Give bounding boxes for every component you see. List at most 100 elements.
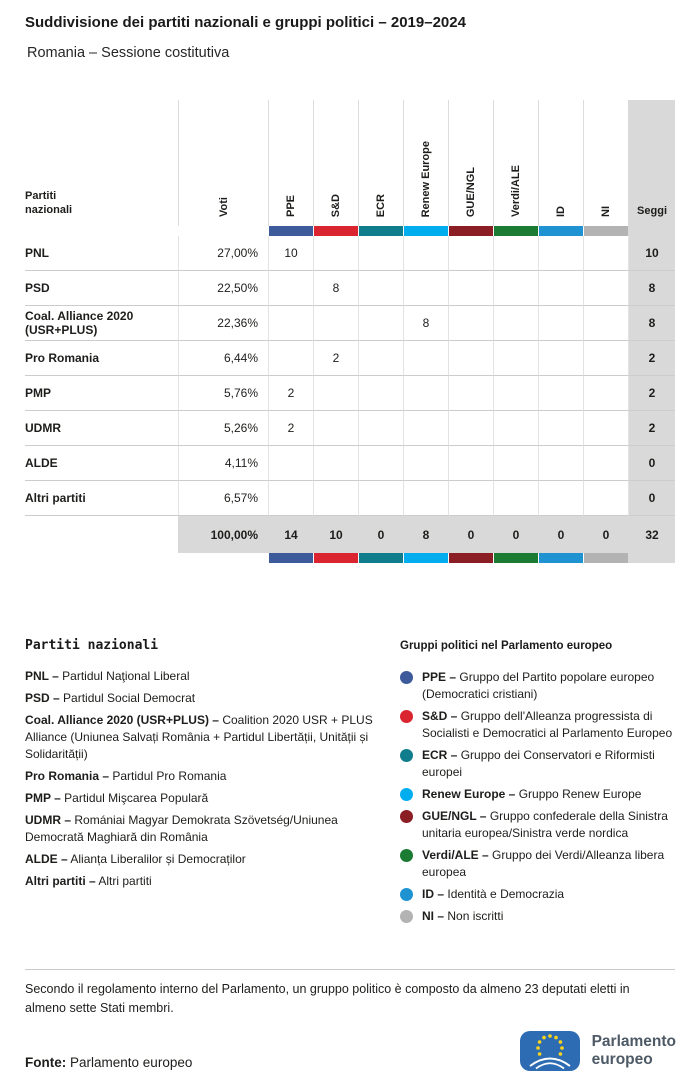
seat-count-cell [583,446,628,481]
party-name-cell: PMP [25,376,178,411]
seat-count-cell: 2 [268,411,313,446]
seat-count-cell [268,446,313,481]
total-seat-cell: 0 [358,516,403,553]
party-legend-abbr: PSD – [25,691,60,705]
bar-spacer-party [25,226,178,236]
group-legend-abbr: ECR – [422,748,458,762]
group-legend-desc: Gruppo Renew Europe [518,787,642,801]
seat-count-cell [538,341,583,376]
partiti-header-line1: Partiti [25,190,57,202]
column-header-group: NI [583,100,628,226]
group-header-label: PPE [285,194,297,217]
seat-count-cell [268,481,313,516]
group-color-bar [268,226,313,236]
group-legend-abbr: PPE – [422,670,457,684]
group-legend-text: NI – Non iscritti [422,909,503,923]
seat-count-cell [583,236,628,271]
ep-logo-text-line2: europeo [591,1051,653,1068]
column-header-group: Renew Europe [403,100,448,226]
seat-count-cell [403,271,448,306]
seat-count-cell [403,411,448,446]
source-label: Fonte: [25,1055,67,1070]
column-header-voti: Voti [178,100,268,226]
column-header-group: GUE/NGL [448,100,493,226]
group-color-dot [400,788,413,801]
group-color-dot [400,849,413,862]
group-header-label: GUE/NGL [465,166,477,217]
group-legend-desc: Non iscritti [447,909,504,923]
group-color-bar [493,226,538,236]
voti-cell: 6,57% [178,481,268,516]
footer-divider [25,969,675,970]
party-name-cell: Pro Romania [25,341,178,376]
group-legend-desc: Gruppo del Partito popolare europeo (Dem… [422,670,655,701]
seat-count-cell [493,481,538,516]
column-header-group: S&D [313,100,358,226]
footnote-text: Secondo il regolamento interno del Parla… [25,982,630,1015]
seat-count-cell: 8 [313,271,358,306]
voti-header-label: Voti [217,197,230,217]
group-color-dot [400,888,413,901]
party-legend-abbr: Pro Romania – [25,769,110,783]
seat-count-cell [268,271,313,306]
seat-count-cell [313,236,358,271]
seat-count-cell [538,446,583,481]
voti-cell: 6,44% [178,341,268,376]
total-seat-cell: 0 [583,516,628,553]
party-legend-item: UDMR – Romániai Magyar Demokrata Szövets… [25,812,381,846]
party-legend-item: Altri partiti – Altri partiti [25,873,381,890]
seggi-cell: 0 [628,481,675,516]
bar-spacer-seggi [628,226,675,236]
party-name-cell: ALDE [25,446,178,481]
seat-count-cell [403,236,448,271]
source-line: Fonte: Parlamento europeo [25,1055,192,1070]
column-header-group: ID [538,100,583,226]
seat-count-cell [448,376,493,411]
seggi-cell: 2 [628,411,675,446]
group-color-bar [403,226,448,236]
seat-count-cell [358,271,403,306]
seat-count-cell [403,376,448,411]
group-legend-text: ID – Identità e Democrazia [422,887,564,901]
group-color-dot [400,810,413,823]
group-color-bar [268,553,313,563]
seat-count-cell [313,306,358,341]
page-title: Suddivisione dei partiti nazionali e gru… [25,14,466,31]
seat-count-cell [358,306,403,341]
voti-cell: 4,11% [178,446,268,481]
source-value: Parlamento europeo [70,1055,193,1070]
partiti-nazionali-label: Partiti nazionali [25,189,72,217]
party-legend-desc: Partidul Mişcarea Populară [64,791,209,805]
group-legend-item: Renew Europe – Gruppo Renew Europe [400,786,678,803]
partiti-header-line2: nazionali [25,204,73,216]
seggi-cell: 2 [628,341,675,376]
seat-count-cell [538,306,583,341]
party-legend-abbr: UDMR – [25,813,72,827]
party-legend-abbr: PNL – [25,669,59,683]
column-header-group: Verdi/ALE [493,100,538,226]
seat-count-cell [448,236,493,271]
group-legend-text: Renew Europe – Gruppo Renew Europe [422,787,641,801]
seat-count-cell [358,411,403,446]
group-legend-item: ID – Identità e Democrazia [400,886,678,903]
ep-logo-text-line1: Parlamento [591,1033,676,1050]
party-legend-desc: Altri partiti [98,874,152,888]
group-legend-text: GUE/NGL – Gruppo confederale della Sinis… [422,809,668,840]
total-voti-cell: 100,00% [178,516,268,553]
party-legend-item: ALDE – Alianța Liberalilor și Democrațil… [25,851,381,868]
seggi-cell: 2 [628,376,675,411]
group-legend-desc: Identità e Democrazia [447,887,565,901]
seat-count-cell [268,341,313,376]
seat-count-cell [313,376,358,411]
group-legend-text: ECR – Gruppo dei Conservatori e Riformis… [422,748,655,779]
seat-count-cell: 2 [268,376,313,411]
group-legend-text: Verdi/ALE – Gruppo dei Verdi/Alleanza li… [422,848,664,879]
seat-count-cell [538,236,583,271]
group-color-bar [493,553,538,563]
party-legend-item: PMP – Partidul Mişcarea Populară [25,790,381,807]
group-legend-desc: Gruppo dell'Alleanza progressista di Soc… [422,709,673,740]
national-parties-legend-heading: Partiti nazionali [25,638,159,653]
seat-count-cell [403,481,448,516]
seat-count-cell [448,341,493,376]
group-header-label: Verdi/ALE [510,165,522,217]
